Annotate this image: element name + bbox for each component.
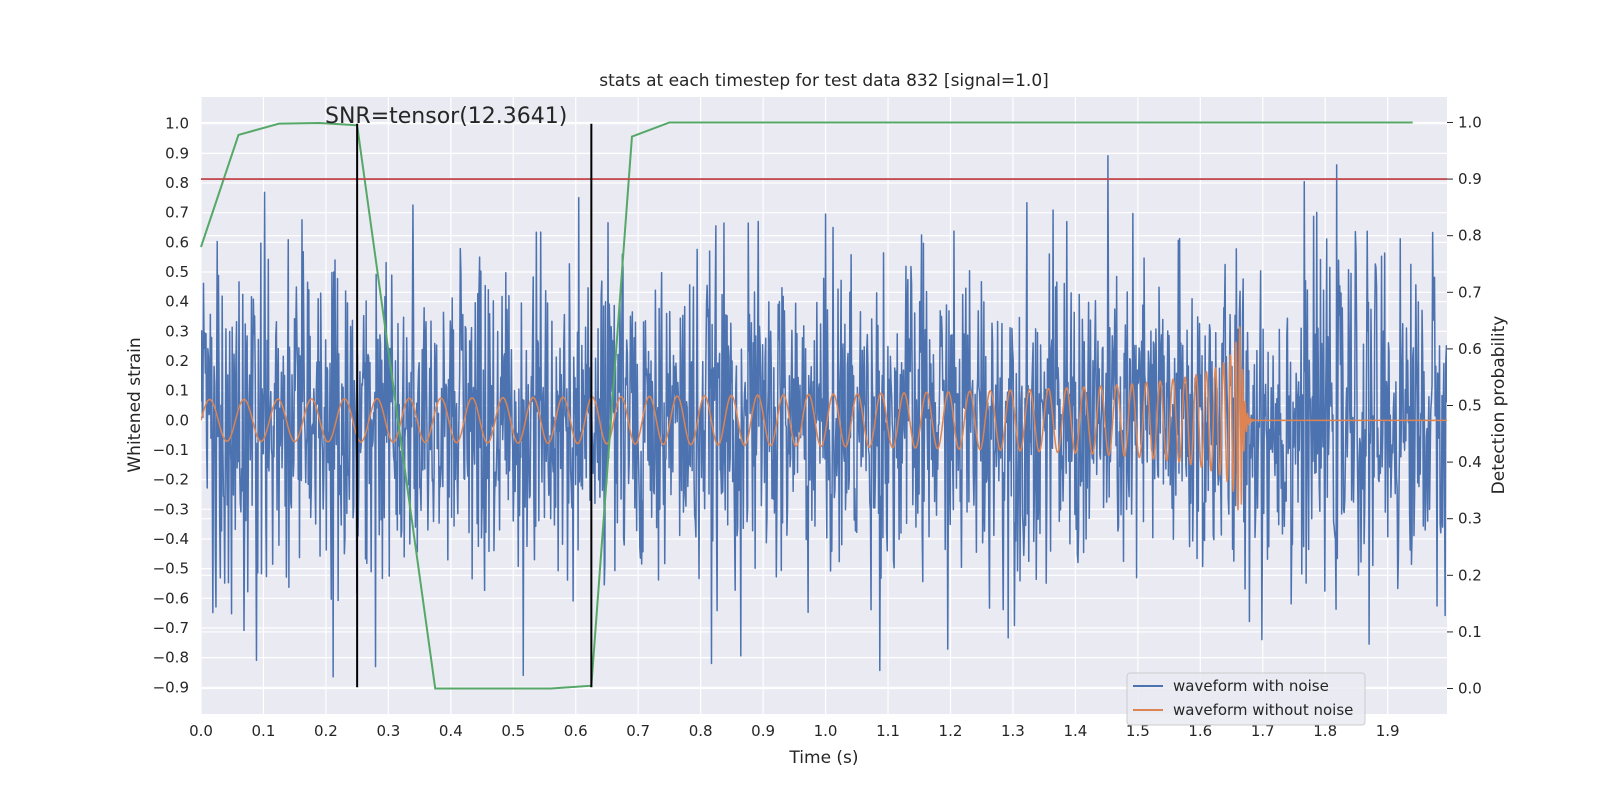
x-tick-label: 1.6 (1188, 722, 1212, 740)
y-tick-label: −0.4 (153, 530, 189, 548)
series-detection-probability (200, 121, 1413, 690)
x-tick-label: 1.4 (1063, 722, 1087, 740)
y-tick-label: 0.4 (165, 293, 189, 311)
snr-annotation: SNR=tensor(12.3641) (325, 104, 567, 129)
x-tick-label: 0.1 (252, 722, 276, 740)
x-tick-label: 0.5 (501, 722, 525, 740)
x-tick-label: 0.0 (189, 722, 213, 740)
y2-tick-label: 0.5 (1458, 397, 1482, 415)
y-tick-label: 0.6 (165, 233, 189, 251)
y-tick-label: 0.1 (165, 382, 189, 400)
series-waveform-without-noise (201, 326, 1447, 511)
y-tick-label: −0.5 (153, 560, 189, 578)
legend-label-clean: waveform without noise (1173, 701, 1353, 719)
y-tick-label: 0.8 (165, 174, 189, 192)
x-tick-label: 0.2 (314, 722, 338, 740)
legend: waveform with noise waveform without noi… (1126, 672, 1366, 726)
y-tick-label: 0.9 (165, 144, 189, 162)
x-tick-label: 1.0 (814, 722, 838, 740)
y-tick-label: 0.0 (165, 411, 189, 429)
axes-layer: 0.0 0.1 0.2 0.3 0.4 0.5 0.6 0.7 0.8 0.9 1.0 1.1 1.2 1… (153, 113, 1482, 740)
y2-tick-label: 0.6 (1458, 340, 1482, 358)
y2-tick-label: 0.2 (1458, 566, 1482, 584)
x-tick-label: 1.2 (939, 722, 963, 740)
y2-tick-label: 0.8 (1458, 227, 1482, 245)
series-layer (201, 154, 1447, 678)
y-tick-label: −0.6 (153, 589, 189, 607)
y-tick-label: −0.2 (153, 471, 189, 489)
x-tick-label: 0.3 (376, 722, 400, 740)
legend-box (1126, 672, 1366, 726)
x-tick-label: 1.9 (1376, 722, 1400, 740)
y2-tick-label: 0.7 (1458, 283, 1482, 301)
y2-tick-label: 0.0 (1458, 680, 1482, 698)
y2-tick-label: 1.0 (1458, 113, 1482, 131)
y2-tick-label: 0.3 (1458, 510, 1482, 528)
chart-title: stats at each timestep for test data 832… (599, 71, 1049, 91)
y-axis-label: Whitened strain (125, 337, 145, 472)
overlay-layer (200, 121, 1447, 690)
y2-tick-label: 0.9 (1458, 170, 1482, 188)
x-tick-label: 1.8 (1313, 722, 1337, 740)
x-tick-label: 1.5 (1126, 722, 1150, 740)
y2-axis-label: Detection probability (1489, 316, 1509, 495)
x-tick-label: 0.4 (439, 722, 463, 740)
y-tick-label: 0.7 (165, 204, 189, 222)
x-tick-label: 0.8 (689, 722, 713, 740)
y-tick-label: 0.5 (165, 263, 189, 281)
y-tick-label: 1.0 (165, 115, 189, 133)
x-tick-label: 0.6 (564, 722, 588, 740)
y-tick-label: 0.3 (165, 322, 189, 340)
y2-tick-label: 0.1 (1458, 623, 1482, 641)
y-tick-label: −0.7 (153, 619, 189, 637)
x-axis-label: Time (s) (788, 748, 858, 768)
x-tick-label: 1.7 (1251, 722, 1275, 740)
y-tick-label: −0.1 (153, 441, 189, 459)
y-tick-label: 0.2 (165, 352, 189, 370)
y2-tick-label: 0.4 (1458, 453, 1482, 471)
y-tick-label: −0.8 (153, 649, 189, 667)
x-tick-label: 0.9 (751, 722, 775, 740)
x-tick-label: 1.3 (1001, 722, 1025, 740)
legend-label-noisy: waveform with noise (1173, 677, 1329, 695)
y-tick-label: −0.3 (153, 500, 189, 518)
x-tick-label: 0.7 (626, 722, 650, 740)
x-tick-label: 1.1 (876, 722, 900, 740)
y-tick-label: −0.9 (153, 678, 189, 696)
